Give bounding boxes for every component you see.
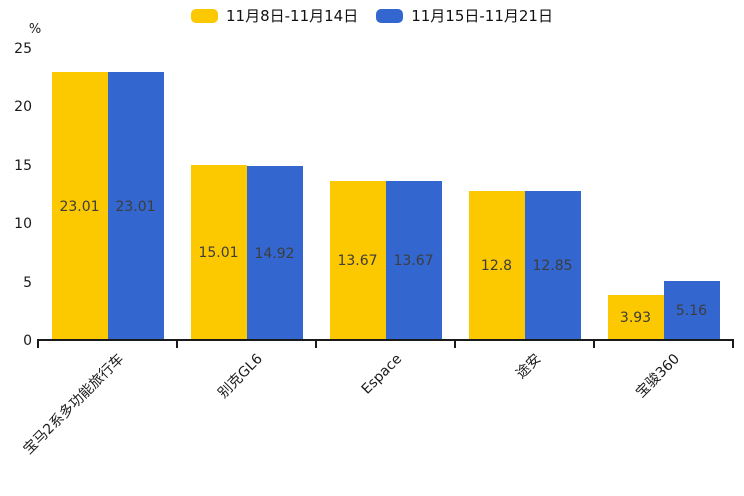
y-axis-tick-label: 25	[14, 40, 32, 57]
bar[interactable]	[329, 181, 386, 341]
x-axis-tick	[593, 341, 595, 348]
bar[interactable]	[524, 191, 581, 341]
legend-item[interactable]: 11月15日-11月21日	[376, 7, 553, 25]
y-axis-unit-label: %	[28, 22, 42, 37]
x-axis-category-label: Espace	[358, 351, 405, 398]
legend-label: 11月15日-11月21日	[411, 7, 553, 25]
y-axis-tick-label: 10	[14, 216, 32, 232]
bar[interactable]	[385, 181, 442, 341]
bar[interactable]	[607, 295, 664, 341]
legend-swatch	[376, 9, 404, 23]
x-axis-category-label: 宝骏360	[632, 351, 683, 402]
bar[interactable]	[468, 191, 525, 341]
bar[interactable]	[246, 166, 303, 341]
bar[interactable]	[190, 165, 247, 341]
chart-legend: 11月8日-11月14日 11月15日-11月21日	[0, 7, 744, 25]
x-axis-tick	[176, 341, 178, 348]
y-axis-tick-label: 20	[14, 99, 32, 115]
x-axis-category-label: 途安	[512, 351, 544, 383]
legend-swatch	[191, 9, 218, 23]
y-axis-tick-label: 15	[14, 157, 32, 174]
y-axis-tick-label: 0	[23, 333, 32, 349]
x-axis-tick	[732, 341, 734, 348]
x-axis-category-label: 宝马2系多功能旅行车	[20, 351, 127, 458]
y-axis-tick-label: 5	[23, 274, 32, 291]
bar[interactable]	[107, 72, 164, 341]
bar[interactable]	[663, 281, 720, 341]
x-axis-tick	[454, 341, 456, 348]
legend-item[interactable]: 11月8日-11月14日	[191, 7, 358, 25]
bar[interactable]	[51, 72, 108, 341]
x-axis-tick	[37, 341, 39, 348]
x-axis-tick	[315, 341, 317, 348]
x-axis-line	[37, 339, 734, 341]
legend-label: 11月8日-11月14日	[226, 7, 359, 25]
x-axis-category-label: 别克GL6	[215, 351, 266, 402]
